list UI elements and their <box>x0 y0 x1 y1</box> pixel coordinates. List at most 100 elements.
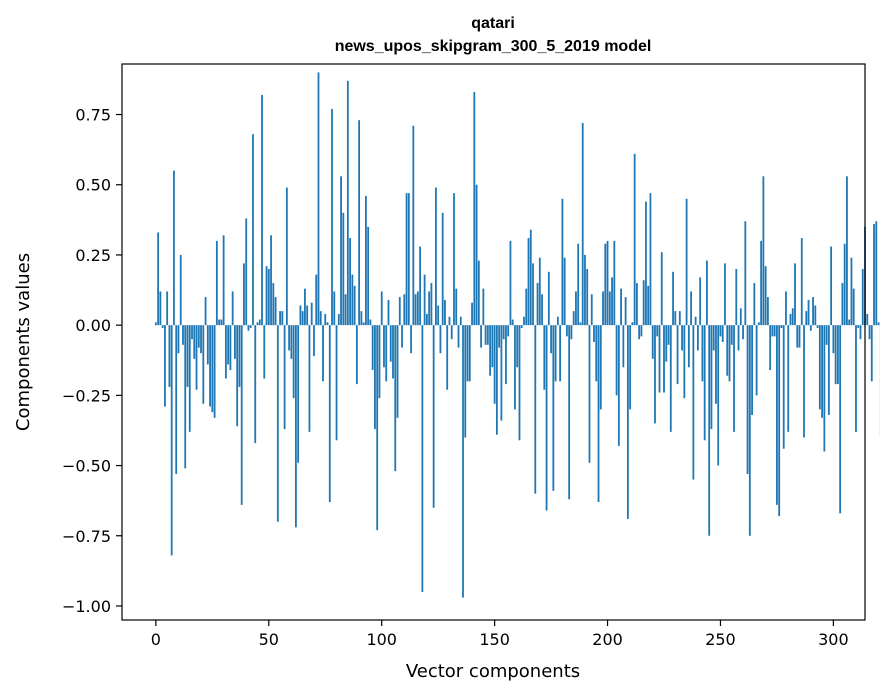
bar <box>703 325 706 441</box>
bar <box>270 235 272 326</box>
bar <box>337 313 340 326</box>
bar <box>631 322 634 326</box>
bar <box>746 325 749 474</box>
bar <box>276 325 279 522</box>
bar <box>656 325 659 337</box>
bar <box>669 325 672 432</box>
x-tick-label: 200 <box>592 630 623 649</box>
bar <box>477 260 480 326</box>
bar <box>211 325 214 413</box>
bar <box>231 291 234 326</box>
bar <box>412 125 415 326</box>
bar <box>755 325 758 396</box>
bar <box>796 325 799 348</box>
bar <box>672 271 674 326</box>
bar <box>157 232 160 326</box>
bar <box>611 277 613 326</box>
chart-title-line1: qatari <box>471 15 515 32</box>
bar <box>827 325 830 416</box>
bar <box>719 325 722 337</box>
bar <box>365 195 367 326</box>
bar <box>841 283 844 326</box>
bar <box>184 325 187 469</box>
bar <box>500 325 503 421</box>
bar <box>480 325 482 348</box>
bar <box>457 325 460 348</box>
bars-group <box>154 72 880 598</box>
bar <box>794 263 796 326</box>
bar <box>218 319 221 326</box>
bar <box>766 297 769 326</box>
bar <box>414 294 417 326</box>
bar <box>606 240 609 326</box>
bar <box>647 285 650 326</box>
bar <box>249 325 252 328</box>
bar <box>529 229 532 326</box>
bar <box>317 72 320 326</box>
bar <box>556 316 559 326</box>
bar <box>760 240 763 326</box>
bar <box>245 218 248 326</box>
bar <box>737 325 740 351</box>
bar <box>776 325 778 505</box>
bar <box>565 325 568 337</box>
bar <box>240 325 243 505</box>
bar <box>617 325 620 446</box>
bar <box>785 291 787 326</box>
bar <box>629 325 632 410</box>
bar <box>227 325 230 365</box>
x-tick-label: 100 <box>366 630 397 649</box>
bar <box>324 313 327 326</box>
x-tick-label: 50 <box>259 630 279 649</box>
y-tick-label: 0.00 <box>75 316 111 335</box>
y-tick-label: −1.00 <box>62 597 111 616</box>
bar <box>852 288 855 326</box>
bar <box>360 311 363 326</box>
bar <box>342 212 345 326</box>
bar <box>561 198 564 326</box>
bar <box>446 325 449 390</box>
bar <box>859 325 862 340</box>
bar <box>507 325 510 337</box>
bar <box>543 325 546 390</box>
bar <box>301 311 304 326</box>
bar <box>597 325 600 503</box>
bar <box>362 322 365 326</box>
bar <box>378 325 381 399</box>
bar <box>640 325 643 337</box>
bar <box>726 325 729 376</box>
bar <box>721 325 724 342</box>
bar <box>308 325 311 432</box>
bar <box>389 325 392 362</box>
bar <box>252 134 254 326</box>
bar <box>676 325 679 385</box>
bar <box>405 193 408 326</box>
bar <box>638 325 641 340</box>
bar <box>229 325 232 371</box>
bar <box>545 325 548 511</box>
bar <box>331 108 333 326</box>
bar <box>349 238 351 326</box>
bar <box>660 252 663 326</box>
bar <box>166 291 169 326</box>
bar <box>554 325 557 382</box>
bar <box>193 325 196 359</box>
bar <box>491 325 494 368</box>
bar <box>579 322 582 326</box>
bar <box>728 325 731 382</box>
bar <box>328 325 331 503</box>
bar <box>256 322 259 326</box>
bar <box>633 153 636 326</box>
bar <box>602 291 604 326</box>
bar <box>177 325 180 354</box>
bar <box>575 291 577 326</box>
bar <box>778 325 781 517</box>
bar <box>604 243 607 326</box>
bar <box>435 187 437 326</box>
bar <box>236 325 239 427</box>
bar <box>168 325 171 387</box>
bar <box>588 325 591 463</box>
bar <box>274 297 277 326</box>
bar <box>674 311 677 326</box>
bar <box>263 325 266 379</box>
